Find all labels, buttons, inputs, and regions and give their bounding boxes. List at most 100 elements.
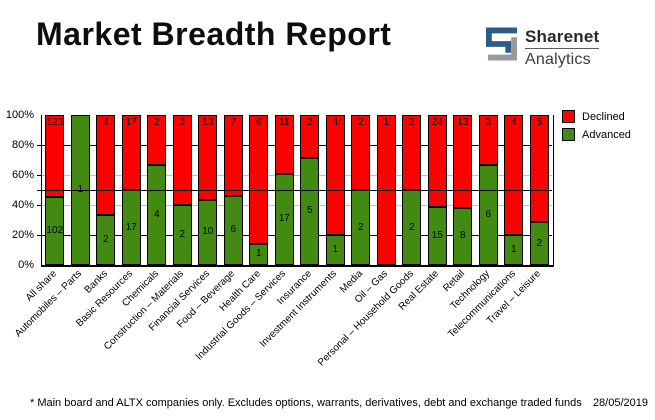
legend-swatch <box>562 128 575 141</box>
advanced-count: 10 <box>202 226 214 238</box>
bar-segment-advanced: 2 <box>172 205 192 265</box>
bar-segment-advanced: 15 <box>427 207 447 265</box>
bar-segment-advanced: 2 <box>402 190 422 265</box>
bar-segment-advanced: 6 <box>223 195 243 265</box>
reference-line-50 <box>37 190 552 191</box>
advanced-count: 2 <box>102 234 109 245</box>
bar-segment-declined: 123 <box>45 115 65 197</box>
y-axis-label: 60% <box>11 169 34 181</box>
declined-count: 5 <box>536 117 543 128</box>
bar-segment-advanced: 1 <box>504 235 524 265</box>
bar-segment-advanced: 2 <box>529 222 549 265</box>
advanced-count: 102 <box>46 225 64 236</box>
logo-blue-shape <box>486 27 517 53</box>
bar-segment-declined: 5 <box>529 115 549 223</box>
advanced-count: 2 <box>536 237 543 249</box>
declined-count: 24 <box>431 117 443 128</box>
gridline-20 <box>42 235 552 236</box>
y-axis-tick <box>37 145 41 146</box>
y-axis-label: 20% <box>11 229 34 241</box>
bar-segment-advanced: 17 <box>121 190 141 265</box>
gridline-40 <box>42 205 552 206</box>
bar-segment-declined: 4 <box>504 115 524 235</box>
bar-segment-declined: 11 <box>274 115 294 174</box>
bar-segment-advanced: 4 <box>147 165 167 265</box>
bar-segment-declined: 7 <box>223 115 243 196</box>
declined-count: 2 <box>408 117 415 128</box>
plot-area <box>41 115 554 267</box>
bar-real-estate: 24 15 <box>427 115 447 265</box>
bar-segment-declined: 2 <box>402 115 422 190</box>
bar-segment-advanced: 102 <box>45 197 65 265</box>
advanced-count: 17 <box>125 221 137 233</box>
advanced-count: 15 <box>431 230 443 242</box>
legend-label: Advanced <box>582 128 631 141</box>
bar-segment-advanced: 6 <box>478 165 498 265</box>
advanced-count: 2 <box>179 229 186 240</box>
advanced-count: 1 <box>332 244 339 255</box>
y-axis-label: 100% <box>5 109 34 121</box>
advanced-count: 1 <box>510 244 517 255</box>
declined-count: 4 <box>332 117 339 128</box>
bar-segment-advanced: 5 <box>300 157 320 265</box>
declined-count: 11 <box>279 117 290 128</box>
gridline-60 <box>42 175 552 176</box>
declined-count: 3 <box>485 117 492 128</box>
advanced-count: 4 <box>153 209 160 220</box>
chart-legend: Declined Advanced <box>562 110 631 146</box>
advanced-count: 8 <box>459 230 466 242</box>
logo-text: Sharenet Analytics <box>525 27 600 68</box>
advanced-count: 5 <box>306 205 313 217</box>
bar-segment-advanced: 1 <box>249 243 269 265</box>
advanced-count: 1 <box>77 185 83 195</box>
advanced-count: 6 <box>230 224 237 236</box>
declined-count: 123 <box>46 117 64 128</box>
bar-segment-declined: 3 <box>172 115 192 205</box>
bar-segment-advanced: 2 <box>351 190 371 265</box>
legend-swatch <box>562 110 575 123</box>
bar-industrial-goods-services: 11 17 <box>274 115 294 265</box>
declined-count: 4 <box>510 117 517 128</box>
declined-count: 2 <box>357 117 364 128</box>
legend-item-advanced: Advanced <box>562 128 631 141</box>
declined-count: 17 <box>125 117 137 128</box>
advanced-count: 2 <box>357 221 364 233</box>
bar-segment-declined: 3 <box>478 115 498 165</box>
advanced-count: 1 <box>255 248 262 260</box>
advanced-count: 2 <box>408 221 415 233</box>
advanced-count: 17 <box>278 213 290 225</box>
logo-name: Sharenet <box>525 27 600 49</box>
bar-basic-resources: 17 17 <box>121 115 141 265</box>
bar-segment-declined: 13 <box>453 115 473 208</box>
declined-count: 1 <box>383 117 390 128</box>
bar-segment-declined: 13 <box>198 115 218 200</box>
bar-segment-declined: 24 <box>427 115 447 208</box>
bar-segment-advanced: 17 <box>274 173 294 265</box>
logo-subtitle: Analytics <box>525 51 591 68</box>
sharenet-logo-icon <box>486 27 517 61</box>
report-date: 28/05/2019 <box>592 397 648 409</box>
y-axis-tick <box>37 205 41 206</box>
legend-item-declined: Declined <box>562 110 631 123</box>
bar-segment-declined: 4 <box>325 115 345 235</box>
logo-gray-shape <box>487 37 517 61</box>
bar-segment-advanced: 10 <box>198 199 218 265</box>
footnote: * Main board and ALTX companies only. Ex… <box>30 397 582 409</box>
y-axis-tick <box>37 175 41 176</box>
declined-count: 4 <box>102 117 109 128</box>
declined-count: 13 <box>202 117 214 128</box>
bar-segment-declined: 2 <box>147 115 167 165</box>
y-axis-tick <box>37 235 41 236</box>
declined-count: 2 <box>306 117 313 128</box>
y-axis-label: 40% <box>11 199 34 211</box>
bar-segment-declined: 4 <box>96 115 116 215</box>
